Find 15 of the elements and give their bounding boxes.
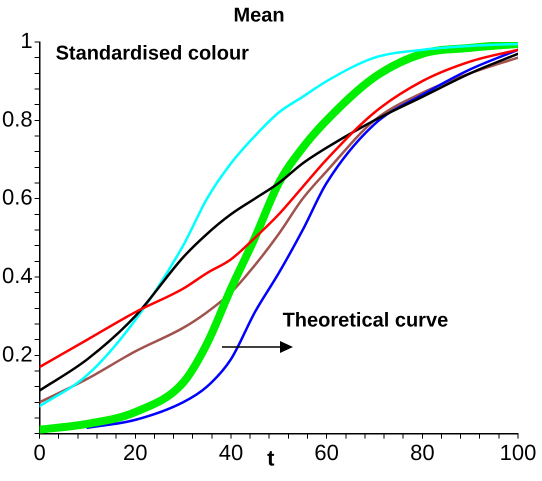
y-tick-label: 0.6	[2, 184, 33, 210]
x-tick-label: 80	[410, 440, 435, 465]
y-tick-label: 0.8	[2, 106, 33, 132]
y-tick-label: 1	[20, 28, 33, 54]
y-tick-label: 0.4	[2, 263, 33, 288]
x-tick-label: 40	[218, 440, 244, 465]
annotation: Theoretical curve	[282, 310, 448, 332]
chart-title: Mean	[233, 4, 285, 27]
x-tick-label: 20	[123, 440, 148, 465]
x-tick-label: 100	[500, 440, 536, 465]
x-tick-label: 60	[314, 440, 339, 465]
x-axis-title: t	[267, 446, 276, 471]
annotation: Standardised colour	[56, 42, 250, 65]
y-tick-label: 0.2	[2, 341, 33, 366]
x-tick-label: 0	[33, 440, 46, 465]
